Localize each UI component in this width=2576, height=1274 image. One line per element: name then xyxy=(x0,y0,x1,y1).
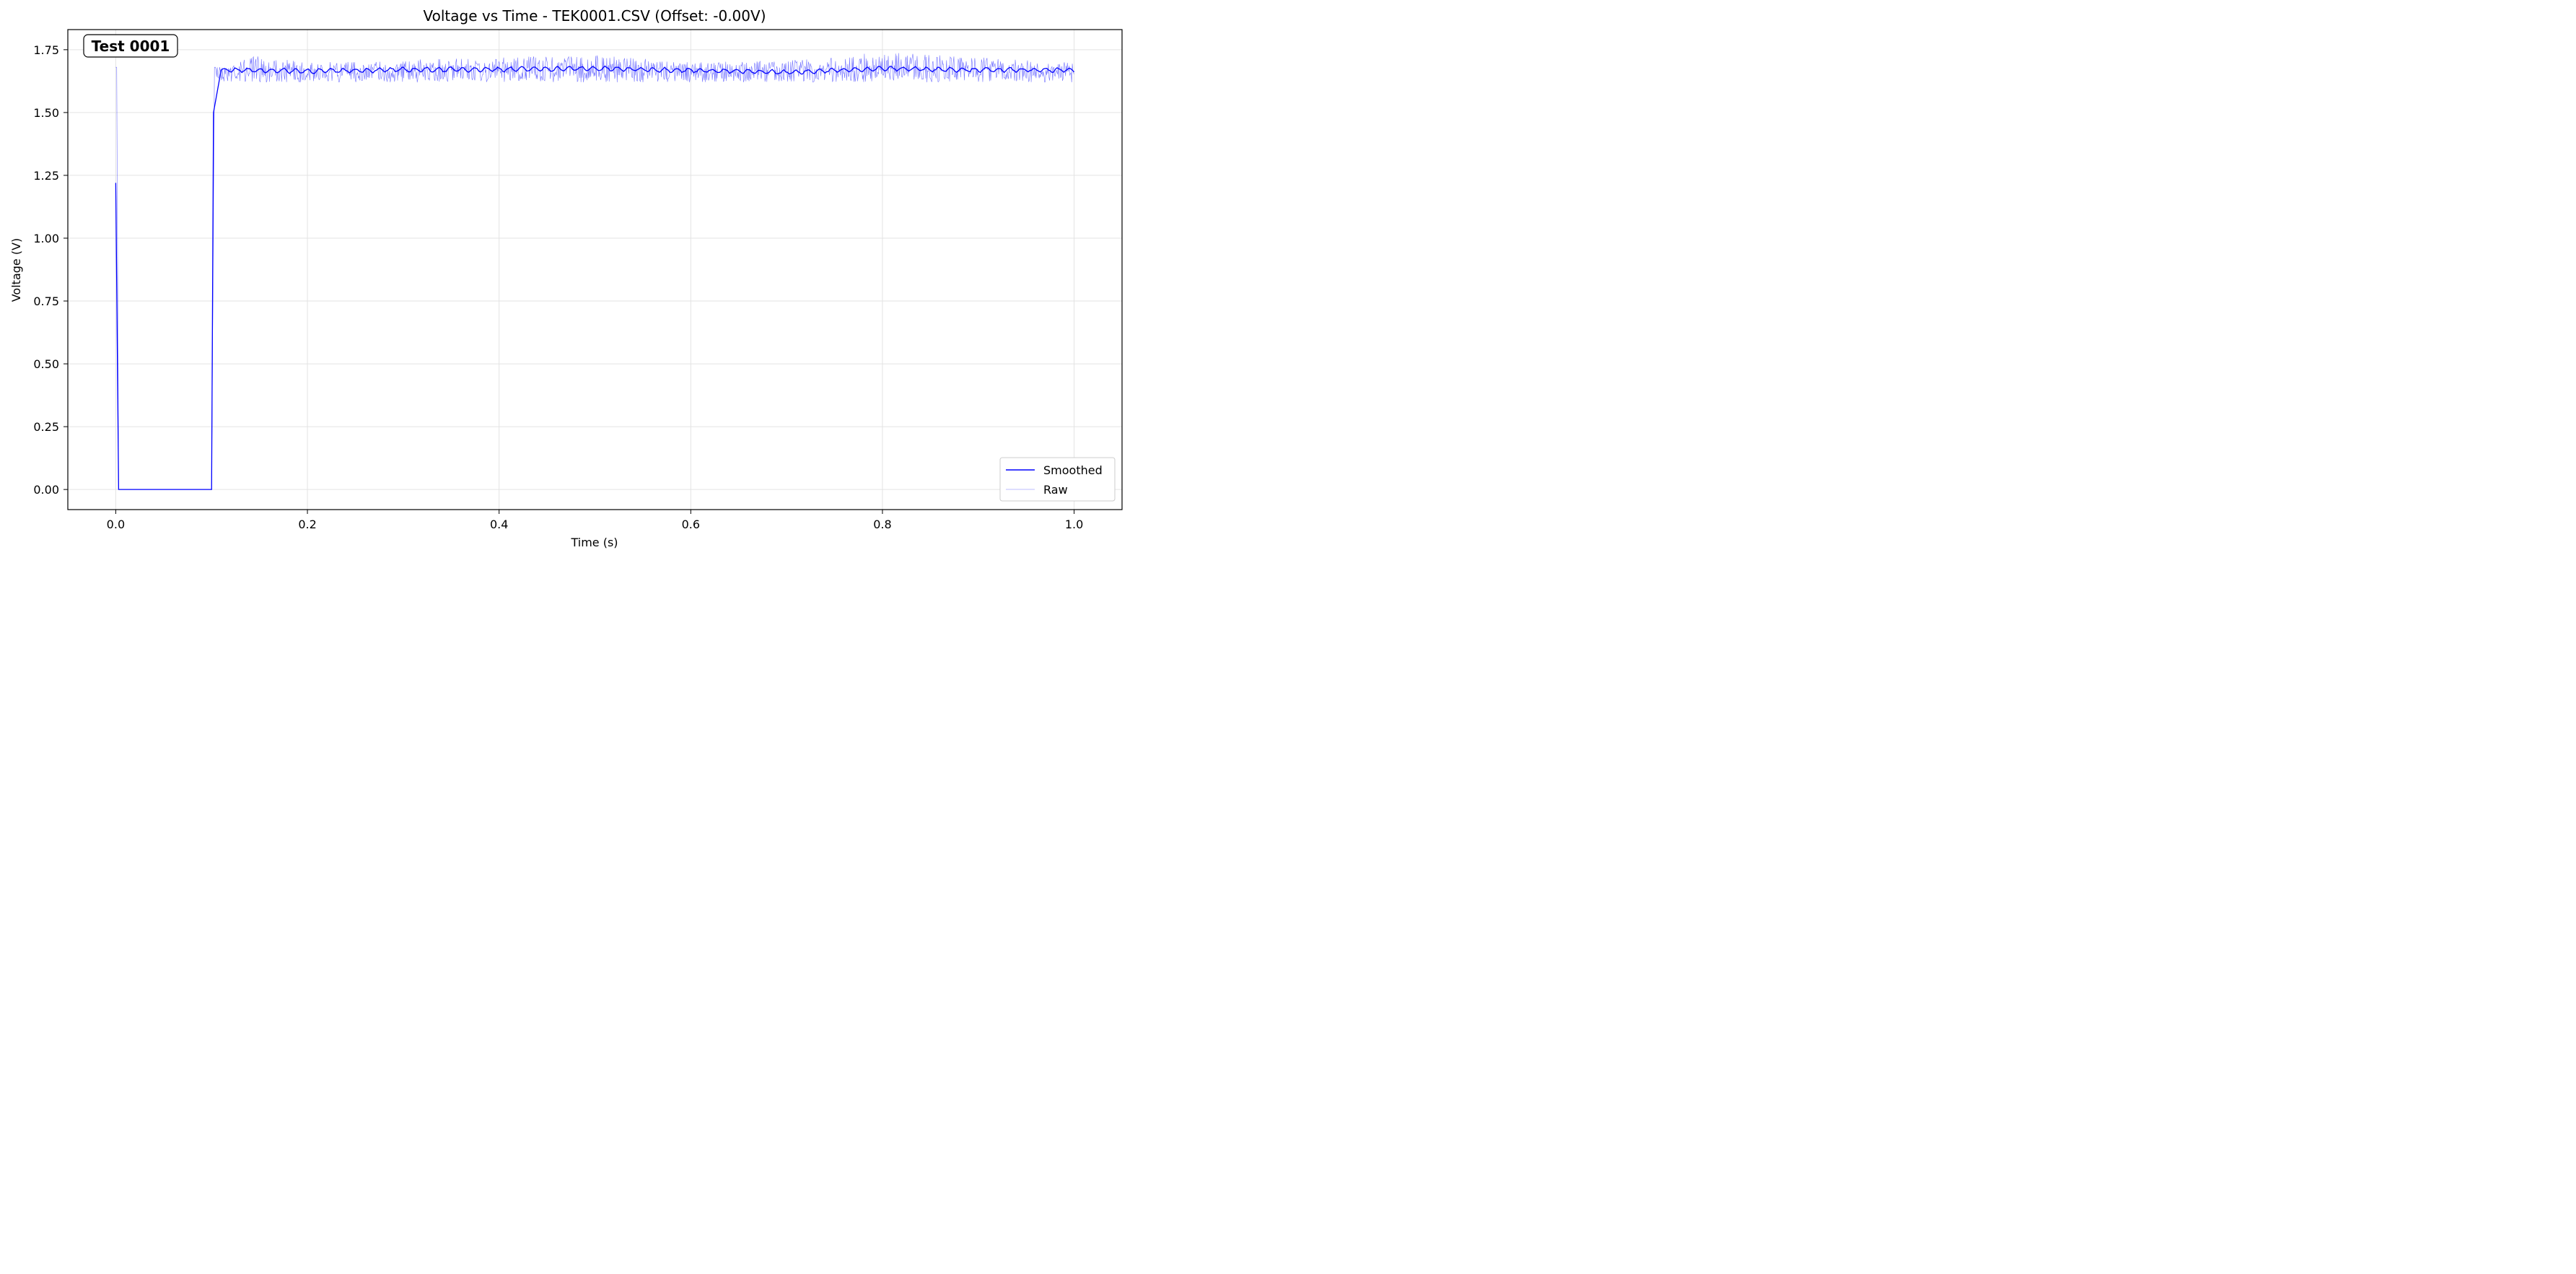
annotation-box: Test 0001 xyxy=(83,34,178,58)
legend-label-raw: Raw xyxy=(1043,483,1068,497)
x-tick-label: 0.4 xyxy=(490,518,508,531)
series-smoothed-line xyxy=(115,65,1075,490)
y-tick-label: 0.75 xyxy=(33,294,59,308)
legend-frame xyxy=(999,457,1116,502)
grid-lines xyxy=(68,30,1122,510)
y-tick-label: 1.25 xyxy=(33,169,59,183)
series-layer xyxy=(115,53,1075,490)
y-tick-label: 1.00 xyxy=(33,232,59,245)
y-tick-label: 1.75 xyxy=(33,43,59,57)
y-tick-label: 0.25 xyxy=(33,420,59,434)
voltage-chart: Voltage vs Time - TEK0001.CSV (Offset: -… xyxy=(0,0,1133,560)
y-tick-label: 0.00 xyxy=(33,483,59,497)
series-raw-line xyxy=(115,53,1074,490)
x-tick-label: 0.8 xyxy=(873,518,891,531)
x-tick-label: 0.0 xyxy=(107,518,125,531)
chart-title: Voltage vs Time - TEK0001.CSV (Offset: -… xyxy=(423,7,766,25)
legend-label-smoothed: Smoothed xyxy=(1043,463,1103,477)
y-tick-label: 0.50 xyxy=(33,357,59,371)
legend: Smoothed Raw xyxy=(999,457,1116,502)
x-axis-ticks: 0.0 0.2 0.4 0.6 0.8 1.0 xyxy=(107,510,1083,531)
x-tick-label: 1.0 xyxy=(1065,518,1083,531)
chart-background xyxy=(0,0,1133,560)
plot-frame xyxy=(67,29,1123,510)
y-axis-ticks: 0.00 0.25 0.50 0.75 1.00 1.25 1.50 1.75 xyxy=(33,43,68,497)
annotation-frame xyxy=(83,34,178,58)
x-tick-label: 0.6 xyxy=(682,518,700,531)
annotation-text: Test 0001 xyxy=(92,38,170,55)
y-axis-label: Voltage (V) xyxy=(9,238,23,302)
x-tick-label: 0.2 xyxy=(298,518,316,531)
y-tick-label: 1.50 xyxy=(33,106,59,120)
x-axis-label: Time (s) xyxy=(570,536,618,549)
